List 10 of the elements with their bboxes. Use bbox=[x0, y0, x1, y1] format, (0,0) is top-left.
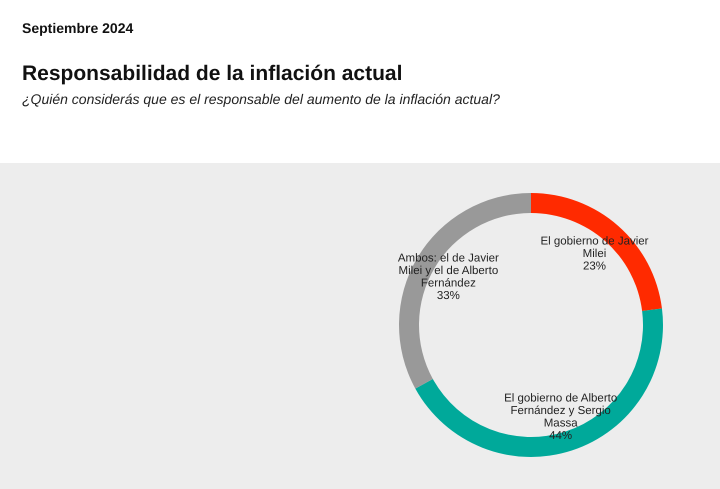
data-label: 23% bbox=[582, 260, 606, 272]
slice-label: Ambos: el de Javier Milei y el de Alberto Fernández bbox=[398, 252, 500, 290]
data-label: 33% bbox=[436, 290, 460, 302]
donut-slice bbox=[399, 193, 531, 389]
donut-slice bbox=[531, 193, 662, 311]
text: Septiembre 2024 bbox=[22, 20, 134, 36]
donut-slice bbox=[415, 308, 663, 457]
data-label: 44% bbox=[549, 430, 572, 442]
text: ¿Quién considerás que es el responsable del aumento de la inflación actual? bbox=[22, 91, 500, 107]
text: Responsabilidad de la inflación actual bbox=[22, 62, 402, 85]
